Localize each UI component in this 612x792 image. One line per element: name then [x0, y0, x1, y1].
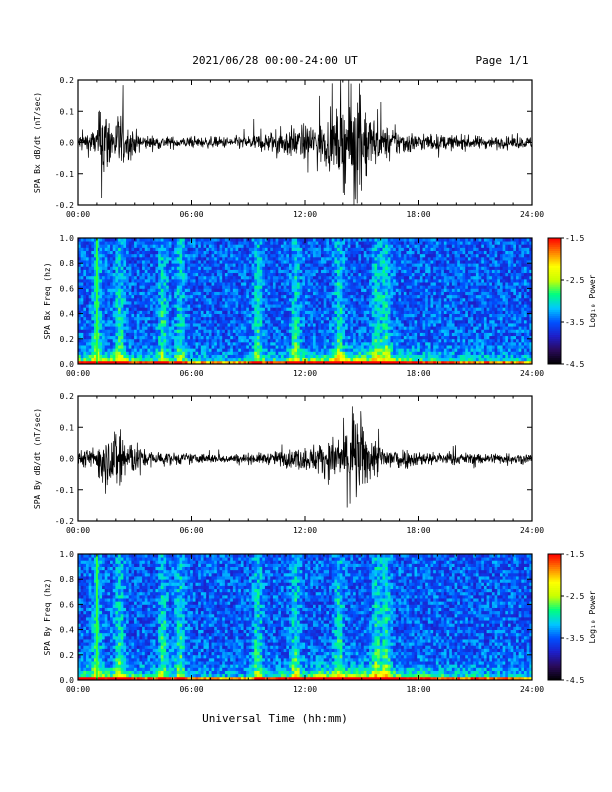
x-tick-label: 06:00 [179, 685, 203, 694]
y-tick-label: 0.2 [60, 392, 75, 401]
x-tick-label: 12:00 [293, 369, 317, 378]
x-tick-label: 18:00 [406, 210, 430, 219]
y-tick-label: 0.0 [60, 455, 75, 464]
y-tick-label: 0.8 [60, 575, 75, 584]
panels: 00:00 06:00 12:00 18:00 24:00 -0.2 -0.1 0.0 0.1 0… [33, 76, 597, 694]
x-tick-label: 00:00 [66, 210, 90, 219]
colorbar: -1.5 -2.5 -3.5 -4.5 Log₁₀ Power [547, 234, 597, 369]
x-tick-label: 24:00 [520, 369, 544, 378]
y-tick-label: 0.2 [60, 651, 75, 660]
x-tick-label: 24:00 [520, 526, 544, 535]
x-tick-label: 12:00 [293, 685, 317, 694]
dbdt-trace [77, 406, 533, 508]
x-tick-label: 18:00 [406, 685, 430, 694]
colorbar: -1.5 -2.5 -3.5 -4.5 Log₁₀ Power [547, 550, 597, 685]
colorbar-tick-label: -4.5 [565, 676, 584, 685]
spectral-line [95, 238, 98, 364]
colorbar-tick-label: -2.5 [565, 592, 584, 601]
colorbar-label: Log₁₀ Power [588, 590, 597, 643]
colorbar-tick-label: -1.5 [565, 234, 584, 243]
page-number: Page 1/1 [476, 54, 529, 67]
y-axis-title: SPA By Freq (hz) [43, 578, 52, 655]
colorbar-tick-label: -1.5 [565, 550, 584, 559]
x-tick-label: 24:00 [520, 685, 544, 694]
x-tick-label: 24:00 [520, 210, 544, 219]
y-tick-label: 1.0 [60, 234, 75, 243]
y-axis-title: SPA Bx dB/dt (nT/sec) [33, 92, 42, 193]
y-tick-label: 0.2 [60, 335, 75, 344]
y-tick-label: 0.0 [60, 676, 75, 685]
x-tick-label: 12:00 [293, 526, 317, 535]
x-tick-label: 12:00 [293, 210, 317, 219]
y-axis-title: SPA Bx Freq (hz) [43, 262, 52, 339]
y-tick-label: 0.8 [60, 259, 75, 268]
y-tick-label: 0.6 [60, 600, 75, 609]
spectrogram-image [78, 554, 533, 681]
y-tick-label: -0.2 [55, 201, 74, 210]
x-axis-title: Universal Time (hh:mm) [202, 712, 348, 725]
x-tick-label: 06:00 [179, 369, 203, 378]
x-tick-label: 06:00 [179, 210, 203, 219]
x-tick-label: 18:00 [406, 369, 430, 378]
y-tick-label: 0.0 [60, 360, 75, 369]
panel-3: 00:00 06:00 12:00 18:00 24:00 -0.2 -0.1 0.0 0.1 0… [33, 392, 544, 535]
y-axis-title: SPA By dB/dt (nT/sec) [33, 408, 42, 509]
x-tick-label: 06:00 [179, 526, 203, 535]
x-tick-label: 18:00 [406, 526, 430, 535]
x-tick-label: 00:00 [66, 369, 90, 378]
panel-2: -1.5 -2.5 -3.5 -4.5 Log₁₀ Power 00:00 06:00 12:… [43, 234, 597, 378]
y-tick-label: 1.0 [60, 550, 75, 559]
y-tick-label: -0.1 [55, 486, 74, 495]
x-tick-label: 00:00 [66, 685, 90, 694]
y-tick-label: 0.6 [60, 284, 75, 293]
x-tick-label: 00:00 [66, 526, 90, 535]
panel-4: -1.5 -2.5 -3.5 -4.5 Log₁₀ Power 00:00 06:00 12:… [43, 550, 597, 694]
y-tick-label: 0.4 [60, 310, 75, 319]
dbdt-trace [77, 79, 533, 206]
page-title: 2021/06/28 00:00-24:00 UT [192, 54, 358, 67]
colorbar-tick-label: -3.5 [565, 634, 584, 643]
panel-1: 00:00 06:00 12:00 18:00 24:00 -0.2 -0.1 0.0 0.1 0… [33, 76, 544, 219]
colorbar-tick-label: -3.5 [565, 318, 584, 327]
y-tick-label: 0.0 [60, 139, 75, 148]
y-tick-label: 0.1 [60, 423, 75, 432]
y-tick-label: 0.4 [60, 626, 75, 635]
y-tick-label: 0.1 [60, 107, 75, 116]
y-tick-label: -0.2 [55, 517, 74, 526]
y-tick-label: 0.2 [60, 76, 75, 85]
spectrogram-image [78, 238, 533, 365]
colorbar-tick-label: -2.5 [565, 276, 584, 285]
colorbar-label: Log₁₀ Power [588, 274, 597, 327]
spectral-line [95, 554, 98, 680]
colorbar-tick-label: -4.5 [565, 360, 584, 369]
y-tick-label: -0.1 [55, 170, 74, 179]
